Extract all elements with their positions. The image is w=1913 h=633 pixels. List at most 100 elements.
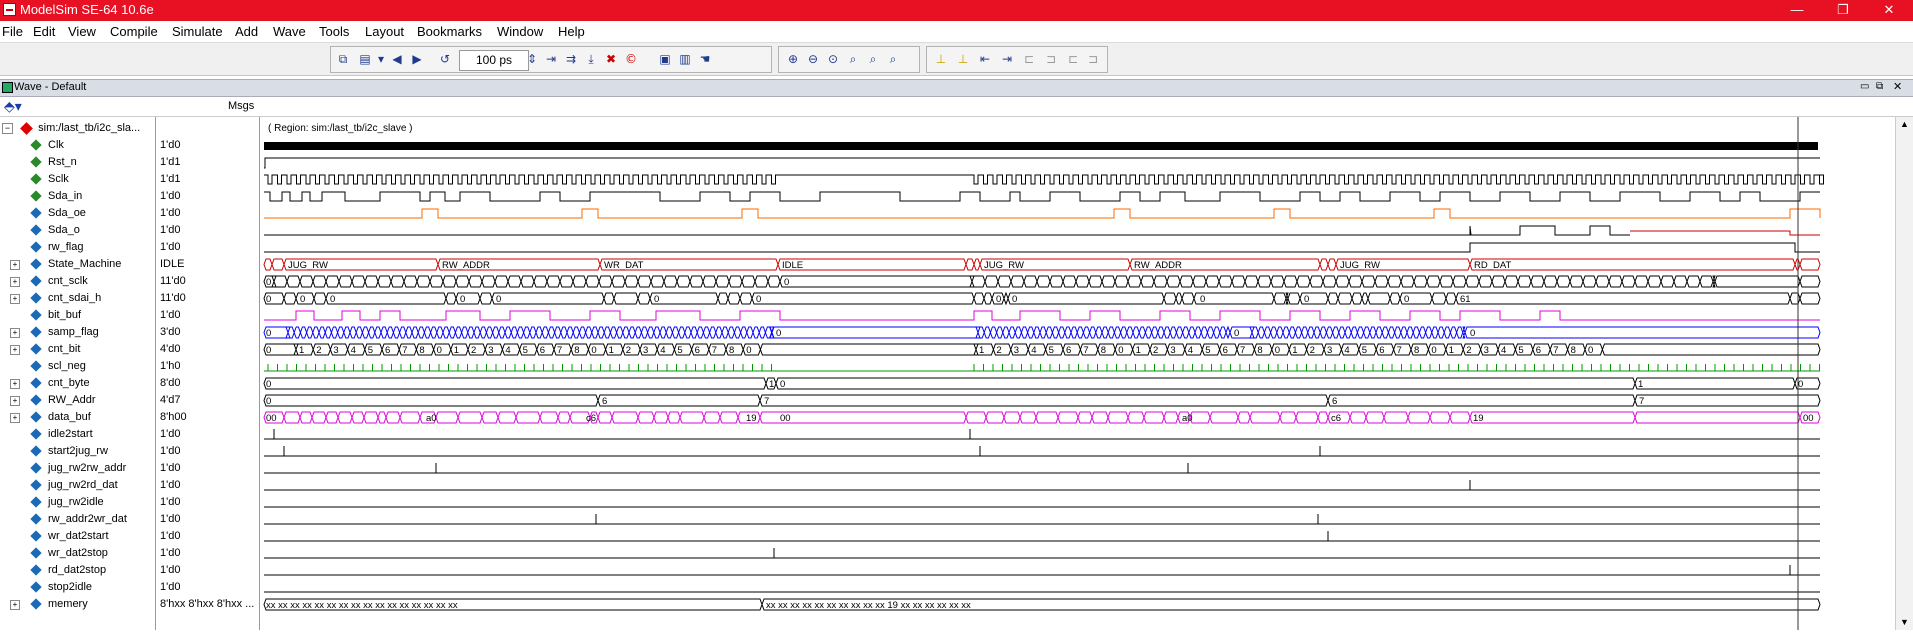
- zoom-full-icon[interactable]: ⊙: [827, 52, 839, 66]
- signal-row-samp_flag[interactable]: + samp_flag: [10, 324, 99, 341]
- continue-icon[interactable]: ⇉: [565, 52, 577, 66]
- next-edge-icon[interactable]: ⇥: [1001, 52, 1013, 66]
- break-icon[interactable]: ✖: [605, 52, 617, 66]
- signal-row-data_buf[interactable]: + data_buf: [10, 409, 91, 426]
- step-over-icon[interactable]: ▥: [679, 52, 691, 66]
- run-icon[interactable]: ⇥: [545, 52, 557, 66]
- signal-row-wr_dat2start[interactable]: wr_dat2start: [28, 528, 109, 545]
- signal-row-idle2start[interactable]: idle2start: [28, 426, 93, 443]
- copy-icon[interactable]: ⧉: [338, 52, 348, 66]
- scroll-up-icon[interactable]: ▲: [1900, 119, 1909, 129]
- menu-layout[interactable]: Layout: [365, 24, 405, 39]
- signal-row-cnt_sclk[interactable]: + cnt_sclk: [10, 273, 88, 290]
- hand-icon[interactable]: ☚: [699, 52, 711, 66]
- signal-row-rw_flag[interactable]: rw_flag: [28, 239, 83, 256]
- signal-row-rst_n[interactable]: Rst_n: [28, 154, 77, 171]
- expand-icon[interactable]: +: [10, 413, 20, 423]
- zoom-out-icon[interactable]: ⊖: [807, 52, 819, 66]
- menu-tools[interactable]: Tools: [319, 24, 350, 39]
- signal-row-jug_rw2rd_dat[interactable]: jug_rw2rd_dat: [28, 477, 118, 494]
- signal-row-scl_neg[interactable]: scl_neg: [28, 358, 86, 375]
- signal-row-memery[interactable]: + memery: [10, 596, 88, 613]
- signal-row-stop2idle[interactable]: stop2idle: [28, 579, 92, 596]
- menu-view[interactable]: View: [68, 24, 96, 39]
- scroll-down-icon[interactable]: ▼: [1900, 617, 1909, 627]
- expand-icon[interactable]: +: [10, 396, 20, 406]
- pane-undock-icon[interactable]: ⧉: [1876, 81, 1884, 92]
- expand-icon[interactable]: +: [10, 328, 20, 338]
- delete-cursor-icon[interactable]: ⊥: [957, 52, 969, 66]
- signal-row-wr_dat2stop[interactable]: wr_dat2stop: [28, 545, 108, 562]
- expand-icon[interactable]: +: [10, 345, 20, 355]
- close-button[interactable]: ✕: [1883, 2, 1895, 17]
- wave-display[interactable]: ( Region: sim:/last_tb/i2c_slave ) JUG_R…: [260, 117, 1895, 630]
- back-arrow-icon[interactable]: ◀: [392, 52, 402, 66]
- menu-window[interactable]: Window: [497, 24, 544, 39]
- signal-row-sclk[interactable]: Sclk: [28, 171, 69, 188]
- prev-edge-icon[interactable]: ⇤: [979, 52, 991, 66]
- pane-close-icon[interactable]: ✕: [1893, 81, 1903, 93]
- zoom-area-icon[interactable]: ⌕: [869, 52, 877, 66]
- sda-oe-wave: [264, 208, 1821, 219]
- signal-icon: [30, 207, 42, 219]
- zoom-last-icon[interactable]: ⌕: [889, 52, 897, 66]
- restart-icon[interactable]: ↺: [439, 52, 451, 66]
- signal-row-state_machine[interactable]: + State_Machine: [10, 256, 121, 273]
- maximize-button[interactable]: ❐: [1837, 2, 1849, 17]
- menu-add[interactable]: Add: [235, 24, 259, 39]
- menu-simulate[interactable]: Simulate: [172, 24, 223, 39]
- stop-icon[interactable]: ©: [625, 52, 637, 66]
- collapse-icon[interactable]: −: [2, 122, 13, 134]
- find-next-icon[interactable]: ⊐: [1045, 52, 1057, 66]
- expand-icon[interactable]: +: [10, 600, 20, 610]
- minimize-button[interactable]: —: [1790, 2, 1804, 17]
- find-last-icon[interactable]: ⊐: [1087, 52, 1099, 66]
- expand-icon[interactable]: +: [10, 294, 20, 304]
- expand-icon[interactable]: +: [10, 277, 20, 287]
- menu-help[interactable]: Help: [558, 24, 585, 39]
- wave-options-icon[interactable]: ⬘▾: [4, 98, 22, 114]
- zoom-cursor-icon[interactable]: ⌕: [849, 52, 857, 66]
- find-first-icon[interactable]: ⊏: [1067, 52, 1079, 66]
- menu-bar: File Edit View Compile Simulate Add Wave…: [0, 21, 1913, 43]
- signal-row-sda_in[interactable]: Sda_in: [28, 188, 82, 205]
- signal-row-rw_addr[interactable]: + RW_Addr: [10, 392, 95, 409]
- dropdown-icon[interactable]: ▾: [377, 52, 385, 66]
- menu-edit[interactable]: Edit: [33, 24, 56, 39]
- signal-icon: [30, 496, 42, 508]
- signal-name: sim:/last_tb/i2c_sla...: [38, 122, 141, 134]
- signal-row-jug_rw2idle[interactable]: jug_rw2idle: [28, 494, 104, 511]
- menu-bookmarks[interactable]: Bookmarks: [417, 24, 483, 39]
- signal-row-cnt_sdai_h[interactable]: + cnt_sdai_h: [10, 290, 101, 307]
- forward-arrow-icon[interactable]: ▶: [412, 52, 422, 66]
- pane-minimize-icon[interactable]: ▭: [1860, 81, 1870, 92]
- signal-icon: [30, 258, 42, 270]
- paste-icon[interactable]: ▤: [359, 52, 371, 66]
- signal-row-sda_oe[interactable]: Sda_oe: [28, 205, 86, 222]
- signal-row-cnt_byte[interactable]: + cnt_byte: [10, 375, 90, 392]
- cnt-bit-label: 6: [1066, 345, 1071, 356]
- signal-row-bit_buf[interactable]: bit_buf: [28, 307, 81, 324]
- zoom-in-icon[interactable]: ⊕: [787, 52, 799, 66]
- signal-row-rd_dat2stop[interactable]: rd_dat2stop: [28, 562, 106, 579]
- signal-row-rw_addr2wr_dat[interactable]: rw_addr2wr_dat: [28, 511, 127, 528]
- run-length-stepper[interactable]: ⇕: [527, 52, 538, 66]
- insert-cursor-icon[interactable]: ⊥: [935, 52, 947, 66]
- find-prev-icon[interactable]: ⊏: [1023, 52, 1035, 66]
- vertical-scrollbar[interactable]: ▲ ▼: [1895, 117, 1913, 630]
- signal-row-start2jug_rw[interactable]: start2jug_rw: [28, 443, 108, 460]
- expand-icon[interactable]: +: [10, 260, 20, 270]
- menu-wave[interactable]: Wave: [273, 24, 306, 39]
- expand-icon[interactable]: +: [10, 379, 20, 389]
- menu-compile[interactable]: Compile: [110, 24, 158, 39]
- step-icon[interactable]: ▣: [659, 52, 671, 66]
- signal-row-root[interactable]: − sim:/last_tb/i2c_sla...: [2, 120, 140, 137]
- signal-row-cnt_bit[interactable]: + cnt_bit: [10, 341, 80, 358]
- run-all-icon[interactable]: ⤓: [588, 52, 594, 66]
- signal-row-jug_rw2rw_addr[interactable]: jug_rw2rw_addr: [28, 460, 126, 477]
- signal-row-clk[interactable]: Clk: [28, 137, 64, 154]
- signal-row-sda_o[interactable]: Sda_o: [28, 222, 80, 239]
- waveform-canvas[interactable]: ( Region: sim:/last_tb/i2c_slave ) JUG_R…: [260, 117, 1895, 630]
- menu-file[interactable]: File: [2, 24, 23, 39]
- run-length-input[interactable]: [459, 50, 529, 71]
